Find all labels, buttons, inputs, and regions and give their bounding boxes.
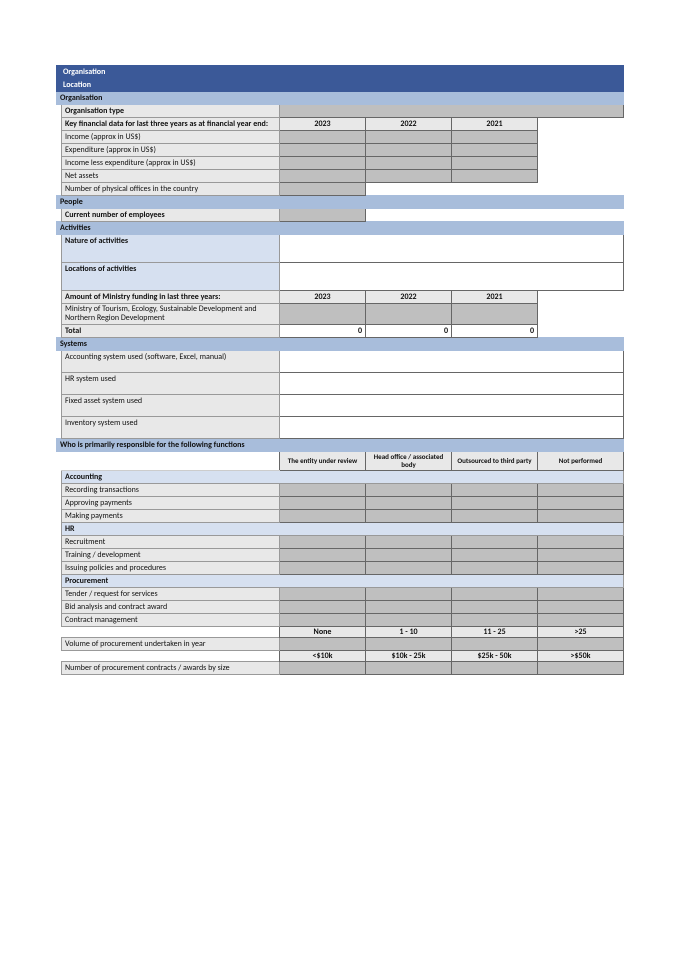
year-2022: 2022 xyxy=(366,118,452,131)
resp-col: Outsourced to third party xyxy=(452,452,538,471)
year-2021: 2021 xyxy=(452,118,538,131)
funding-header: Amount of Ministry funding in last three… xyxy=(62,291,280,304)
total-2022: 0 xyxy=(366,325,452,338)
size-label: Number of procurement contracts / awards… xyxy=(62,662,280,675)
systems-row: Inventory system used xyxy=(62,417,280,439)
form-table: Organisation Location Organisation Organ… xyxy=(56,65,624,675)
fin-row: Number of physical offices in the countr… xyxy=(62,183,280,196)
group-procurement: Procurement xyxy=(62,575,624,588)
resp-col: Not performed xyxy=(538,452,624,471)
section-organisation: Organisation xyxy=(57,92,624,105)
section-responsibility: Who is primarily responsible for the fol… xyxy=(57,439,624,452)
fin-row: Net assets xyxy=(62,170,280,183)
vol-label: Volume of procurement undertaken in year xyxy=(62,638,280,651)
locations-label: Locations of activities xyxy=(62,263,280,291)
nature-value[interactable] xyxy=(280,235,624,263)
section-activities: Activities xyxy=(57,222,624,235)
group-accounting: Accounting xyxy=(62,471,624,484)
org-type-label: Organisation type xyxy=(62,105,280,118)
systems-row: HR system used xyxy=(62,373,280,395)
nature-label: Nature of activities xyxy=(62,235,280,263)
year-2023: 2023 xyxy=(280,118,366,131)
fin-row: Income (approx in US$) xyxy=(62,131,280,144)
systems-row: Fixed asset system used xyxy=(62,395,280,417)
fin-header: Key financial data for last three years … xyxy=(62,118,280,131)
header-organisation: Organisation xyxy=(57,66,624,79)
total-2023: 0 xyxy=(280,325,366,338)
group-hr: HR xyxy=(62,523,624,536)
total-2021: 0 xyxy=(452,325,538,338)
ministry-row: Ministry of Tourism, Ecology, Sustainabl… xyxy=(62,304,280,325)
systems-row: Accounting system used (software, Excel,… xyxy=(62,351,280,373)
header-location: Location xyxy=(57,79,624,92)
section-people: People xyxy=(57,196,624,209)
resp-col: Head office / associated body xyxy=(366,452,452,471)
section-systems: Systems xyxy=(57,338,624,351)
form-sheet: Organisation Location Organisation Organ… xyxy=(56,65,623,675)
locations-value[interactable] xyxy=(280,263,624,291)
total-label: Total xyxy=(62,325,280,338)
org-type-value[interactable] xyxy=(280,105,624,118)
resp-col: The entity under review xyxy=(280,452,366,471)
people-row: Current number of employees xyxy=(62,209,280,222)
fin-row: Income less expenditure (approx in US$) xyxy=(62,157,280,170)
fin-row: Expenditure (approx in US$) xyxy=(62,144,280,157)
